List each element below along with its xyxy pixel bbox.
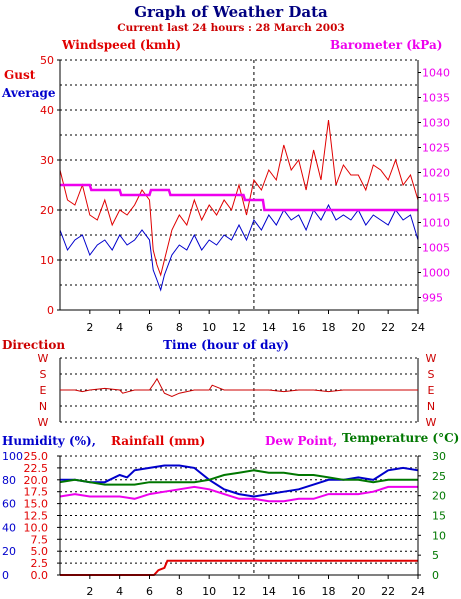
barometer-y-tick-label: 1005: [422, 242, 450, 255]
temperature-series-line: [59, 469, 418, 486]
rain-y-tick-label: 10.0: [24, 521, 49, 534]
wind-x-tick-label: 10: [202, 321, 216, 334]
average-series-line: [59, 203, 419, 292]
windspeed-axis-title: Windspeed (kmh): [61, 38, 181, 52]
rain-y-tick-label: 20.0: [24, 474, 49, 487]
humidity-y-tick-label: 100: [2, 450, 23, 463]
humidity-y-tick-label: 80: [2, 474, 16, 487]
wind-x-tick-label: 4: [116, 321, 123, 334]
barometer-y-tick-label: 1040: [422, 67, 450, 80]
humidity-x-tick-label: 24: [411, 585, 425, 598]
barometer-y-tick-label: 995: [422, 292, 443, 305]
humidity-x-tick-label: 16: [292, 585, 306, 598]
direction-right-label: W: [426, 416, 437, 429]
rain-y-tick-label: 12.5: [24, 510, 49, 523]
wind-x-tick-label: 8: [176, 321, 183, 334]
temperature-y-tick-label: 15: [432, 510, 446, 523]
barometer-y-tick-label: 1035: [422, 92, 450, 105]
direction-right-label: S: [428, 368, 435, 381]
humidity-x-tick-label: 22: [381, 585, 395, 598]
wind-x-tick-label: 12: [232, 321, 246, 334]
barometer-y-tick-label: 1030: [422, 117, 450, 130]
barometer-axis-title: Barometer (kPa): [330, 38, 442, 52]
rain-y-tick-label: 5.0: [31, 545, 49, 558]
wind-x-tick-label: 14: [262, 321, 276, 334]
barometer-y-tick-label: 1025: [422, 142, 450, 155]
temperature-y-tick-label: 25: [432, 470, 446, 483]
humidity-x-tick-label: 6: [146, 585, 153, 598]
humidity-y-tick-label: 40: [2, 521, 16, 534]
barometer-series-line: [60, 183, 418, 212]
temperature-y-tick-label: 10: [432, 529, 446, 542]
direction-right-label: E: [428, 384, 435, 397]
rain-y-tick-label: 0.0: [31, 569, 49, 582]
wind-x-tick-label: 20: [351, 321, 365, 334]
rain-y-tick-label: 2.5: [31, 557, 49, 570]
direction-left-label: W: [38, 416, 49, 429]
temperature-y-tick-label: 0: [432, 569, 439, 582]
wind-x-tick-label: 24: [411, 321, 425, 334]
rain-y-tick-label: 15.0: [24, 498, 49, 511]
direction-right-label: N: [427, 400, 435, 413]
barometer-y-tick-label: 1015: [422, 192, 450, 205]
wind-x-tick-label: 18: [322, 321, 336, 334]
rainfall-series-line: [60, 559, 418, 576]
direction-left-label: N: [39, 400, 47, 413]
dew-point-series-line: [59, 485, 418, 503]
average-legend-label: Average: [1, 86, 56, 100]
wind-y-tick-label: 20: [40, 204, 54, 217]
humidity-x-tick-label: 8: [176, 585, 183, 598]
wind-x-tick-label: 2: [86, 321, 93, 334]
barometer-y-tick-label: 1020: [422, 167, 450, 180]
direction-right-label: W: [426, 352, 437, 365]
wind-y-tick-label: 10: [40, 254, 54, 267]
humidity-y-tick-label: 60: [2, 498, 16, 511]
page-title: Graph of Weather Data: [134, 3, 328, 21]
rain-y-tick-label: 7.5: [31, 533, 49, 546]
gust-series-line: [59, 119, 419, 277]
humidity-x-tick-label: 18: [322, 585, 336, 598]
wind-y-tick-label: 30: [40, 154, 54, 167]
direction-title: Direction: [2, 338, 65, 352]
humidity-axis-title: Humidity (%),: [2, 434, 96, 448]
wind-barometer-chart: 0102030405099510001005101010151020102510…: [40, 54, 450, 334]
page-subtitle: Current last 24 hours : 28 March 2003: [117, 22, 344, 34]
temperature-axis-title: Temperature (°C): [342, 431, 459, 445]
direction-left-label: E: [40, 384, 47, 397]
gust-legend-label: Gust: [4, 68, 36, 82]
humidity-x-tick-label: 12: [232, 585, 246, 598]
wind-x-tick-label: 16: [292, 321, 306, 334]
rain-y-tick-label: 17.5: [24, 486, 49, 499]
direction-left-label: S: [40, 368, 47, 381]
temperature-y-tick-label: 5: [432, 549, 439, 562]
wind-y-tick-label: 50: [40, 54, 54, 67]
wind-y-tick-label: 0: [47, 304, 54, 317]
humidity-y-tick-label: 0: [2, 569, 9, 582]
rainfall-axis-title: Rainfall (mm): [111, 434, 205, 448]
humidity-x-tick-label: 4: [116, 585, 123, 598]
humidity-rain-temperature-chart: 0204060801000.02.55.07.510.012.515.017.5…: [2, 450, 446, 598]
humidity-x-tick-label: 2: [86, 585, 93, 598]
direction-series-line: [60, 377, 418, 397]
rain-y-tick-label: 22.5: [24, 462, 49, 475]
humidity-x-tick-label: 10: [202, 585, 216, 598]
wind-y-tick-label: 40: [40, 104, 54, 117]
humidity-x-tick-label: 20: [351, 585, 365, 598]
humidity-series-line: [60, 464, 419, 498]
barometer-y-tick-label: 1000: [422, 267, 450, 280]
humidity-x-tick-label: 14: [262, 585, 276, 598]
wind-x-axis-title: Time (hour of day): [163, 338, 289, 352]
dew-point-legend-label: Dew Point,: [265, 434, 337, 448]
barometer-y-tick-label: 1010: [422, 217, 450, 230]
temperature-y-tick-label: 30: [432, 450, 446, 463]
rain-y-tick-label: 25.0: [24, 450, 49, 463]
direction-left-label: W: [38, 352, 49, 365]
wind-x-tick-label: 6: [146, 321, 153, 334]
wind-x-tick-label: 22: [381, 321, 395, 334]
wind-direction-chart: W WS SE EN NW W: [38, 352, 437, 429]
humidity-y-tick-label: 20: [2, 545, 16, 558]
temperature-y-tick-label: 20: [432, 490, 446, 503]
